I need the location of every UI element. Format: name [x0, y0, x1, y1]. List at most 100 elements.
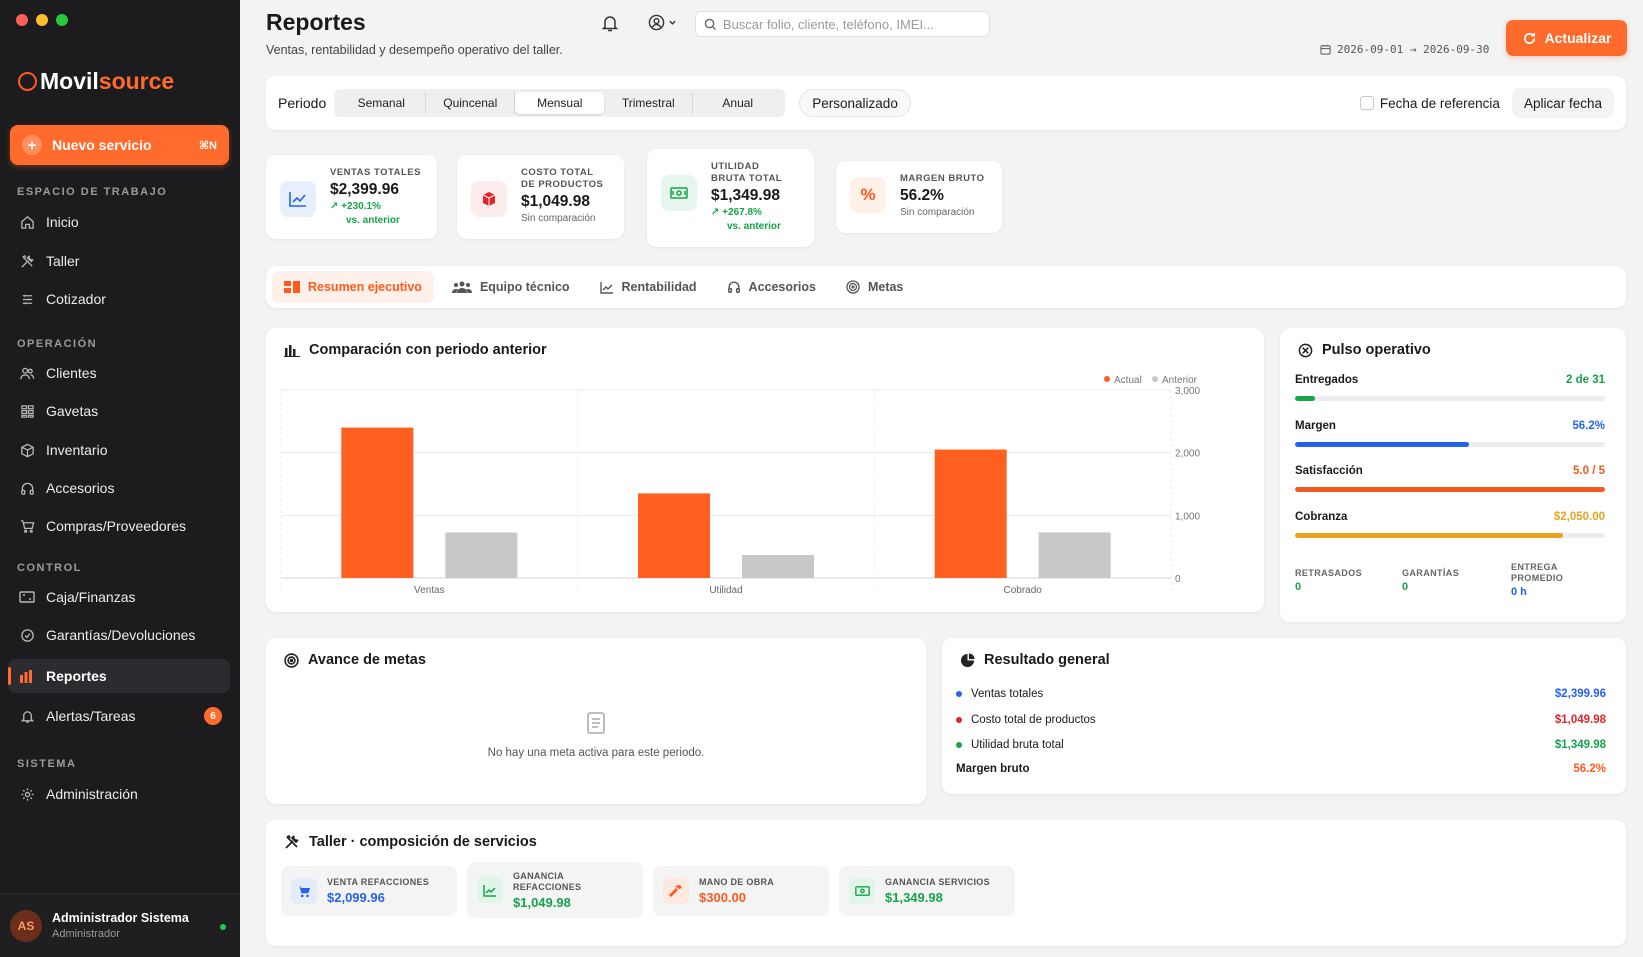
sidebar-item-label: Taller — [46, 253, 80, 269]
kpi-note: Sin comparación — [900, 207, 975, 218]
tab-metas[interactable]: Metas — [834, 271, 915, 303]
sidebar-item-label: Administración — [46, 786, 138, 802]
period-option-anual[interactable]: Anual — [722, 96, 754, 110]
checkbox[interactable] — [1359, 96, 1374, 110]
reference-date-checkbox[interactable]: Fecha de referencia — [1359, 96, 1500, 111]
user-role: Administrador — [52, 928, 120, 940]
sidebar-item-label: Accesorios — [46, 480, 115, 496]
pulse-progress-fill — [1295, 396, 1316, 401]
goals-empty-text: No hay una meta activa para este periodo… — [487, 747, 705, 759]
refresh-button[interactable]: Actualizar — [1506, 20, 1627, 56]
metric-label: ENTREGA — [1511, 562, 1558, 572]
sidebar-item-clientes[interactable]: Clientes — [8, 356, 230, 390]
arrow-up-right-icon: ↗ — [330, 201, 339, 212]
custom-period-button[interactable]: Personalizado — [799, 89, 911, 117]
period-option-semanal[interactable]: Semanal — [337, 92, 427, 114]
users-icon — [19, 365, 35, 381]
search-input[interactable] — [722, 16, 981, 32]
notifications-bell-icon[interactable] — [600, 13, 620, 33]
period-segmented-control: Semanal Quincenal Mensual Trimestral Anu… — [334, 89, 786, 117]
tab-accesorios[interactable]: Accesorios — [715, 271, 828, 303]
user-menu-dropdown[interactable] — [648, 14, 677, 31]
pulse-label: Satisfacción — [1295, 465, 1363, 477]
result-row-margen: Margen bruto 56.2% — [956, 763, 1606, 775]
kpi-value: $1,349.98 — [711, 187, 780, 204]
kpi-margen-bruto: % MARGEN BRUTO 56.2% Sin comparación — [836, 161, 1002, 233]
pulse-title: Pulso operativo — [1298, 342, 1431, 358]
sidebar-item-label: Compras/Proveedores — [46, 518, 187, 534]
result-label: Margen bruto — [956, 763, 1030, 775]
tile-label: GANANCIA — [513, 870, 564, 881]
kpi-label: COSTO TOTAL — [521, 167, 594, 178]
box-icon — [19, 442, 35, 458]
search-box[interactable] — [695, 11, 990, 37]
sidebar-item-taller[interactable]: Taller — [8, 244, 230, 278]
pulse-card: Pulso operativo Entregados 2 de 31 Margen 5… — [1280, 328, 1626, 622]
section-control: CONTROL — [17, 562, 82, 574]
bar-actual-cobrado — [934, 449, 1007, 578]
legend-dot — [956, 691, 962, 697]
kpi-value: $1,049.98 — [521, 193, 590, 210]
sidebar-item-alertas[interactable]: Alertas/Tareas 6 — [8, 699, 230, 733]
sidebar-item-caja[interactable]: Caja/Finanzas — [8, 580, 230, 614]
pulse-label: Cobranza — [1295, 511, 1348, 523]
metric-label-line2: PROMEDIO — [1511, 573, 1564, 583]
list-icon — [19, 291, 35, 307]
sidebar-item-accesorios[interactable]: Accesorios — [8, 471, 230, 505]
chevron-down-icon — [669, 20, 676, 25]
cube-icon — [471, 181, 507, 217]
new-service-button[interactable]: + Nuevo servicio ⌘N — [10, 125, 229, 165]
sidebar-item-label: Inventario — [46, 442, 108, 458]
metric-label: RETRASADOS — [1295, 568, 1363, 578]
result-label: Utilidad bruta total — [971, 739, 1064, 751]
calendar-icon — [1320, 44, 1331, 55]
bar-chart-icon — [284, 345, 300, 357]
period-option-mensual[interactable]: Mensual — [515, 92, 605, 114]
metric-retrasados: RETRASADOS 0 — [1295, 568, 1395, 593]
period-bar: Periodo Semanal Quincenal Mensual Trimes… — [266, 76, 1626, 130]
sidebar-item-compras[interactable]: Compras/Proveedores — [8, 509, 230, 543]
sidebar-item-garantias[interactable]: Garantías/Devoluciones — [8, 618, 230, 652]
apply-date-button[interactable]: Aplicar fecha — [1511, 88, 1614, 118]
bar-actual-ventas — [341, 427, 414, 578]
legend-dot-actual — [1104, 376, 1110, 382]
x-tick-label: Ventas — [414, 585, 445, 596]
date-range-text: 2026-09-01 → 2026-09-30 — [1337, 43, 1490, 56]
pulse-label: Entregados — [1295, 374, 1359, 386]
sidebar-item-gavetas[interactable]: Gavetas — [8, 394, 230, 428]
pulse-progress-fill — [1295, 533, 1564, 538]
period-option-quincenal[interactable]: Quincenal — [426, 92, 516, 114]
tab-label: Accesorios — [748, 280, 816, 294]
comparison-title-text: Comparación con periodo anterior — [309, 342, 547, 358]
close-window-button[interactable] — [16, 14, 28, 26]
sidebar-item-inventario[interactable]: Inventario — [8, 433, 230, 467]
tab-rentabilidad[interactable]: Rentabilidad — [588, 271, 709, 303]
sidebar-item-label: Garantías/Devoluciones — [46, 627, 196, 643]
result-title: Resultado general — [960, 652, 1110, 668]
sidebar-item-reportes[interactable]: Reportes — [8, 659, 230, 693]
period-option-trimestral[interactable]: Trimestral — [604, 92, 694, 114]
result-label: Ventas totales — [971, 688, 1044, 700]
target-icon — [284, 652, 299, 668]
y-tick-label: 2,000 — [1175, 449, 1200, 460]
tab-equipo-tecnico[interactable]: Equipo técnico — [440, 271, 582, 303]
sidebar-item-inicio[interactable]: Inicio — [8, 205, 230, 239]
minimize-window-button[interactable] — [36, 14, 48, 26]
goals-title-text: Avance de metas — [308, 652, 426, 668]
user-profile[interactable]: AS Administrador Sistema Administrador — [0, 893, 240, 957]
main-content: Reportes Ventas, rentabilidad y desempeñ… — [240, 0, 1643, 957]
pulse-progress-track — [1295, 533, 1605, 538]
logo-icon — [18, 72, 37, 91]
headphones-icon — [19, 480, 35, 496]
cash-icon — [19, 589, 35, 605]
metric-entrega-promedio: ENTREGA PROMEDIO 0 h — [1511, 562, 1611, 598]
kpi-value: $2,399.96 — [330, 181, 399, 198]
tools-icon — [19, 253, 35, 269]
bar-actual-utilidad — [638, 493, 710, 578]
tab-resumen-ejecutivo[interactable]: Resumen ejecutivo — [272, 271, 434, 303]
tile-label: GANANCIA SERVICIOS — [885, 877, 990, 887]
zoom-window-button[interactable] — [56, 14, 68, 26]
sidebar-item-cotizador[interactable]: Cotizador — [8, 282, 230, 316]
banknote-icon — [849, 878, 875, 904]
sidebar-item-administracion[interactable]: Administración — [8, 777, 230, 811]
